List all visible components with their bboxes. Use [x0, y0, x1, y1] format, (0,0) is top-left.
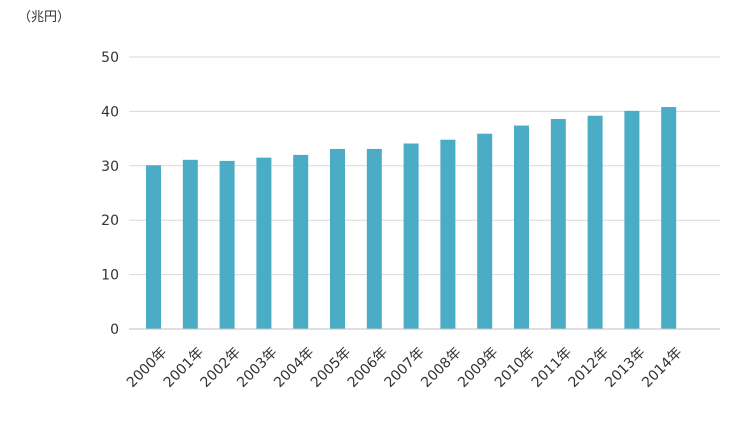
y-tick-label: 50 — [101, 50, 119, 66]
bar — [146, 165, 161, 329]
x-tick-label: 2012年 — [566, 345, 612, 391]
bars — [146, 107, 677, 330]
bar — [182, 159, 198, 329]
bar — [514, 125, 529, 329]
y-tick-label: 10 — [101, 268, 119, 284]
x-axis-ticks: 2000年2001年2002年2003年2004年2005年2006年2007年… — [124, 345, 686, 391]
y-tick-label: 20 — [101, 213, 119, 229]
bar — [330, 148, 345, 329]
x-tick-label: 2005年 — [308, 345, 354, 391]
y-tick-label: 30 — [101, 159, 119, 175]
bar — [624, 110, 640, 329]
x-tick-label: 2003年 — [234, 345, 280, 391]
x-tick-label: 2009年 — [455, 345, 501, 391]
bar — [219, 160, 235, 329]
x-tick-label: 2004年 — [271, 345, 317, 391]
y-axis-unit-label: （兆円） — [18, 10, 71, 25]
bar — [477, 133, 493, 329]
x-tick-label: 2014年 — [639, 345, 685, 391]
x-tick-label: 2008年 — [418, 345, 464, 391]
bar — [440, 139, 456, 329]
x-tick-label: 2002年 — [198, 345, 244, 391]
bar — [256, 157, 272, 329]
gridlines — [129, 56, 720, 276]
bar — [366, 148, 382, 329]
x-tick-label: 2001年 — [161, 345, 207, 391]
bar — [550, 119, 566, 330]
x-tick-label: 2013年 — [602, 345, 648, 391]
x-tick-label: 2006年 — [345, 345, 391, 391]
x-tick-label: 2007年 — [382, 345, 428, 391]
x-tick-label: 2000年 — [124, 345, 170, 391]
bar — [403, 143, 419, 329]
x-tick-label: 2011年 — [529, 345, 575, 391]
bar — [661, 107, 677, 329]
bar — [587, 115, 603, 329]
y-tick-label: 40 — [101, 104, 119, 120]
x-tick-label: 2010年 — [492, 345, 538, 391]
y-axis-ticks: 0 10 20 30 40 50 — [101, 50, 119, 338]
bar — [293, 154, 309, 329]
y-tick-label: 0 — [110, 322, 119, 338]
